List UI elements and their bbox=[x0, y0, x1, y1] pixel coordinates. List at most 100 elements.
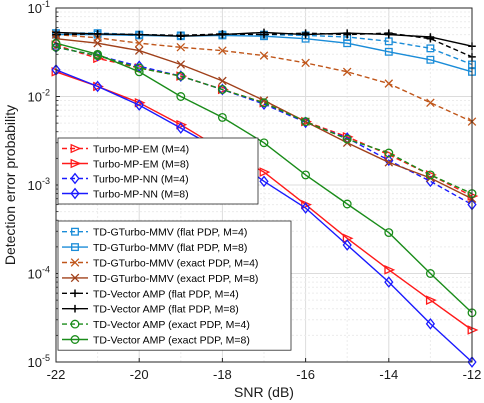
legend-marker bbox=[70, 319, 80, 329]
y-tick-label: 10-2 bbox=[28, 88, 50, 105]
data-point bbox=[218, 30, 227, 39]
series-layer bbox=[51, 28, 479, 368]
data-point bbox=[343, 29, 351, 37]
data-point bbox=[343, 39, 352, 48]
data-point bbox=[301, 199, 313, 210]
data-point bbox=[260, 28, 268, 37]
series-line bbox=[55, 69, 473, 363]
data-point bbox=[176, 71, 186, 81]
data-point bbox=[134, 67, 144, 77]
legend-box bbox=[57, 137, 259, 205]
data-point bbox=[92, 80, 103, 93]
legend-marker bbox=[70, 143, 82, 154]
data-point bbox=[384, 79, 394, 88]
data-point bbox=[384, 158, 394, 167]
data-point bbox=[259, 98, 269, 108]
data-point bbox=[384, 228, 394, 238]
data-point bbox=[385, 30, 393, 39]
legend-marker bbox=[70, 172, 80, 185]
x-tick-label: -16 bbox=[296, 367, 315, 382]
legend-marker bbox=[70, 273, 80, 283]
data-point bbox=[134, 99, 144, 111]
data-point bbox=[218, 76, 227, 86]
data-point bbox=[176, 92, 186, 101]
data-point bbox=[217, 112, 227, 122]
data-point bbox=[301, 117, 311, 127]
data-point bbox=[301, 58, 310, 68]
x-tick-label: -18 bbox=[213, 367, 232, 382]
legend-label: TD-GTurbo-MMV (exact PDP, M=4) bbox=[93, 258, 258, 270]
legend-label: TD-GTurbo-MMV (flat PDP, M=4) bbox=[93, 227, 247, 239]
legend-marker bbox=[71, 289, 79, 298]
data-point bbox=[93, 30, 102, 38]
data-point bbox=[384, 265, 396, 275]
data-point bbox=[384, 148, 394, 158]
data-point bbox=[426, 44, 435, 53]
series-line bbox=[55, 44, 473, 197]
data-point bbox=[384, 154, 394, 167]
data-point bbox=[259, 138, 269, 148]
data-point bbox=[342, 134, 352, 144]
data-point bbox=[135, 30, 143, 39]
data-point bbox=[384, 276, 394, 288]
legend-label: Turbo-MP-NN (M=8) bbox=[93, 189, 189, 201]
legend-marker bbox=[71, 227, 79, 236]
x-ticks: -22 -20 -18 -16 -14 -12 bbox=[47, 358, 481, 382]
legend-label: Turbo-MP-EM (M=4) bbox=[93, 144, 189, 156]
series-10 bbox=[52, 28, 476, 51]
data-point bbox=[176, 122, 186, 134]
data-point bbox=[259, 51, 269, 60]
data-point bbox=[426, 55, 435, 64]
legend-label: Turbo-MP-EM (M=8) bbox=[93, 159, 189, 171]
x-tick-label: -20 bbox=[130, 367, 149, 382]
legend-top: Turbo-MP-EM (M=4) Turbo-MP-EM (M=8) Turbo-… bbox=[57, 137, 259, 205]
legend-marker bbox=[70, 335, 80, 344]
data-point bbox=[134, 46, 144, 55]
legend-label: TD-Vector AMP (flat PDP, M=8) bbox=[93, 304, 239, 316]
series-4 bbox=[51, 64, 477, 368]
data-point bbox=[93, 49, 103, 59]
y-tick-label: 10-1 bbox=[28, 0, 50, 16]
legend-label: TD-GTurbo-MMV (exact PDP, M=8) bbox=[93, 273, 258, 285]
data-point bbox=[342, 67, 352, 77]
data-point bbox=[176, 119, 188, 130]
data-point bbox=[425, 295, 437, 305]
data-point bbox=[301, 30, 310, 39]
data-point bbox=[426, 98, 435, 108]
y-tick-label: 10-3 bbox=[28, 176, 50, 193]
legend-box bbox=[57, 220, 292, 351]
data-point bbox=[93, 38, 102, 48]
data-point bbox=[426, 33, 435, 41]
data-point bbox=[217, 83, 228, 96]
legend-label: TD-Vector AMP (exact PDP, M=8) bbox=[93, 335, 250, 347]
legend-marker bbox=[70, 158, 82, 169]
data-point bbox=[301, 170, 311, 180]
data-point bbox=[176, 60, 186, 69]
x-tick-label: -14 bbox=[379, 367, 398, 382]
legend-label: Turbo-MP-NN (M=4) bbox=[93, 174, 189, 186]
x-axis-label: SNR (dB) bbox=[234, 384, 294, 400]
data-point bbox=[467, 356, 477, 368]
data-point bbox=[342, 199, 352, 209]
data-point bbox=[218, 46, 227, 55]
data-point bbox=[134, 38, 144, 48]
data-point bbox=[426, 173, 435, 183]
data-point bbox=[176, 70, 186, 82]
data-point bbox=[176, 43, 186, 52]
data-point bbox=[259, 167, 271, 177]
legend-label: TD-GTurbo-MMV (flat PDP, M=8) bbox=[93, 242, 247, 254]
data-point bbox=[217, 85, 227, 94]
data-point bbox=[425, 317, 436, 330]
x-tick-label: -22 bbox=[47, 367, 66, 382]
series-line bbox=[55, 42, 473, 314]
data-point bbox=[425, 269, 435, 278]
data-point bbox=[300, 202, 311, 214]
series-line bbox=[55, 71, 473, 331]
legend-label: TD-Vector AMP (exact PDP, M=4) bbox=[93, 319, 250, 331]
legend-bottom: TD-GTurbo-MMV (flat PDP, M=4) TD-GTurbo-M… bbox=[57, 220, 292, 351]
y-axis-label: Detection error probability bbox=[2, 105, 18, 265]
y-tick-label: 10-4 bbox=[28, 265, 50, 282]
legend-marker bbox=[70, 258, 80, 267]
data-point bbox=[342, 239, 352, 251]
